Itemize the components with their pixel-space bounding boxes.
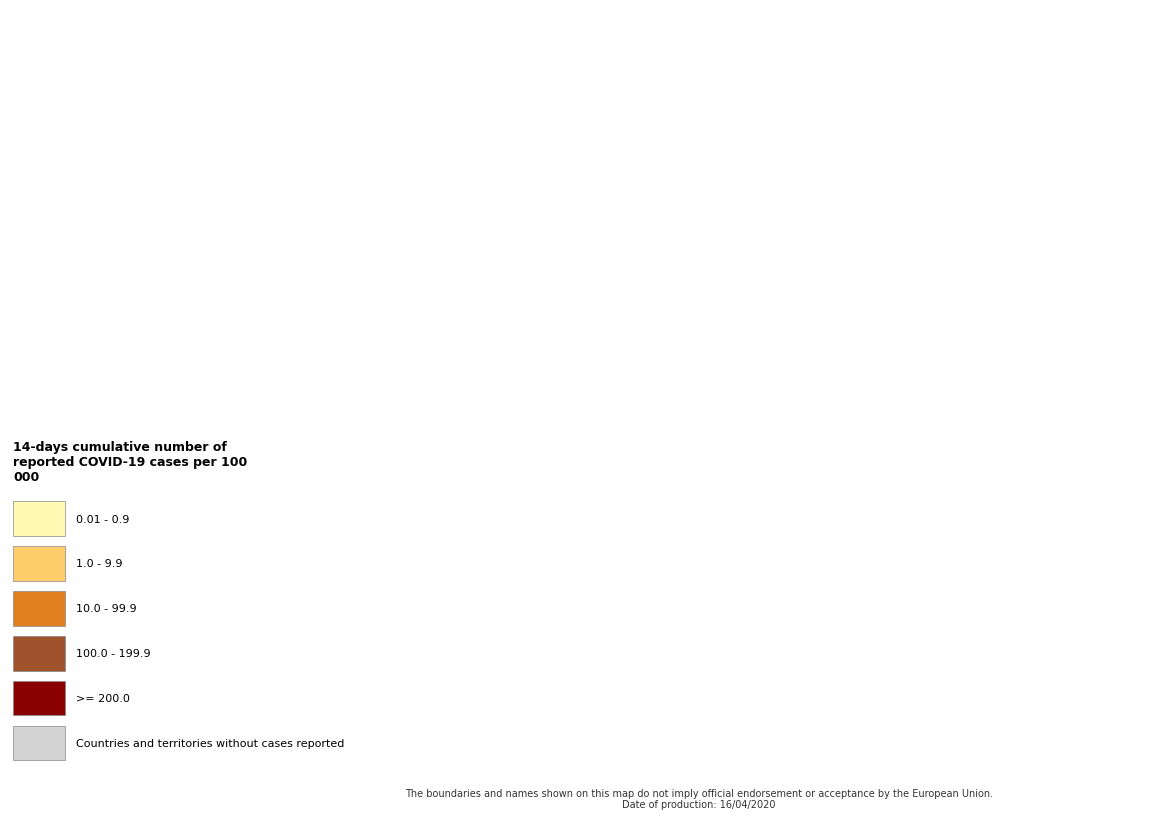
Text: Countries and territories without cases reported: Countries and territories without cases … [77,739,345,749]
FancyBboxPatch shape [13,726,65,761]
FancyBboxPatch shape [13,591,65,626]
Text: 100.0 - 199.9: 100.0 - 199.9 [77,649,151,658]
Text: 14-days cumulative number of
reported COVID-19 cases per 100
000: 14-days cumulative number of reported CO… [13,440,247,483]
Text: 1.0 - 9.9: 1.0 - 9.9 [77,559,123,568]
FancyBboxPatch shape [13,636,65,671]
Text: 0.01 - 0.9: 0.01 - 0.9 [77,514,130,524]
Text: 10.0 - 99.9: 10.0 - 99.9 [77,604,137,613]
Text: The boundaries and names shown on this map do not imply official endorsement or : The boundaries and names shown on this m… [405,788,993,809]
FancyBboxPatch shape [13,681,65,716]
Text: >= 200.0: >= 200.0 [77,694,130,704]
FancyBboxPatch shape [13,546,65,581]
FancyBboxPatch shape [13,502,65,536]
